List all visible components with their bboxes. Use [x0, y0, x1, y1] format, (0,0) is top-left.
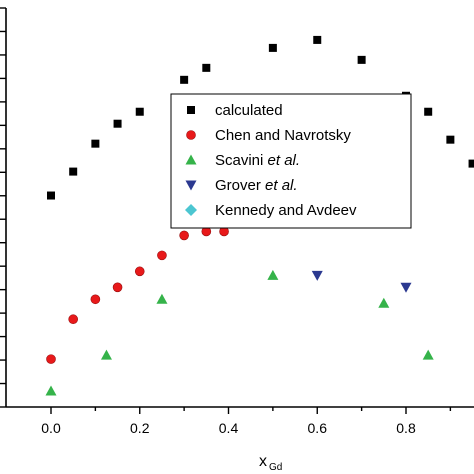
series-0 — [47, 35, 474, 200]
data-point — [422, 349, 434, 360]
series-2 — [45, 269, 434, 396]
data-point — [157, 250, 167, 261]
legend-marker — [185, 180, 197, 191]
legend-label: Scavini et al. — [215, 152, 300, 169]
data-point — [91, 139, 100, 148]
legend-marker — [185, 154, 197, 165]
data-point — [68, 314, 78, 325]
data-point — [446, 135, 455, 144]
data-point — [424, 107, 433, 116]
legend: calculated Chen and Navrotsky Scavini et a… — [170, 93, 412, 229]
data-point — [468, 159, 474, 168]
data-point — [180, 75, 189, 84]
x-axis-label: x — [259, 453, 267, 470]
legend-marker — [187, 106, 195, 114]
data-point — [100, 349, 112, 360]
x-tick-label: 0.0 — [41, 420, 61, 436]
axes: 0.0 0.2 0.4 0.6 0.8 — [0, 7, 474, 436]
x-tick-label: 0.8 — [396, 420, 416, 436]
data-point — [202, 63, 211, 72]
data-point — [134, 266, 145, 277]
legend-marker — [185, 204, 197, 216]
data-point — [113, 119, 122, 128]
data-point — [313, 35, 322, 44]
x-tick-label: 0.2 — [130, 420, 150, 436]
data-point — [357, 55, 366, 64]
data-point — [268, 43, 277, 52]
data-point — [400, 282, 412, 293]
data-point — [45, 385, 57, 396]
series-1 — [46, 226, 229, 364]
legend-label: calculated — [215, 102, 283, 119]
x-axis-label-subscript: Gd — [269, 462, 282, 473]
data-point — [179, 230, 189, 241]
series-3 — [311, 270, 412, 293]
legend-marker — [186, 130, 196, 140]
data-point — [311, 270, 323, 281]
data-point — [378, 297, 390, 308]
data-point — [69, 167, 78, 176]
legend-box — [170, 93, 412, 229]
x-tick-label: 0.6 — [308, 420, 328, 436]
data-point — [156, 293, 168, 304]
legend-label: Kennedy and Avdeev — [215, 202, 357, 219]
data-point — [135, 107, 144, 116]
legend-label: Grover et al. — [215, 177, 298, 194]
data-point — [47, 191, 55, 200]
data-point — [90, 294, 101, 305]
data-point — [267, 269, 279, 280]
data-point — [112, 282, 123, 293]
plot-area — [45, 35, 474, 396]
data-point — [46, 354, 56, 364]
x-tick-label: 0.4 — [219, 420, 239, 436]
x-axis-title: x Gd — [259, 453, 282, 473]
legend-label: Chen and Navrotsky — [215, 127, 351, 144]
